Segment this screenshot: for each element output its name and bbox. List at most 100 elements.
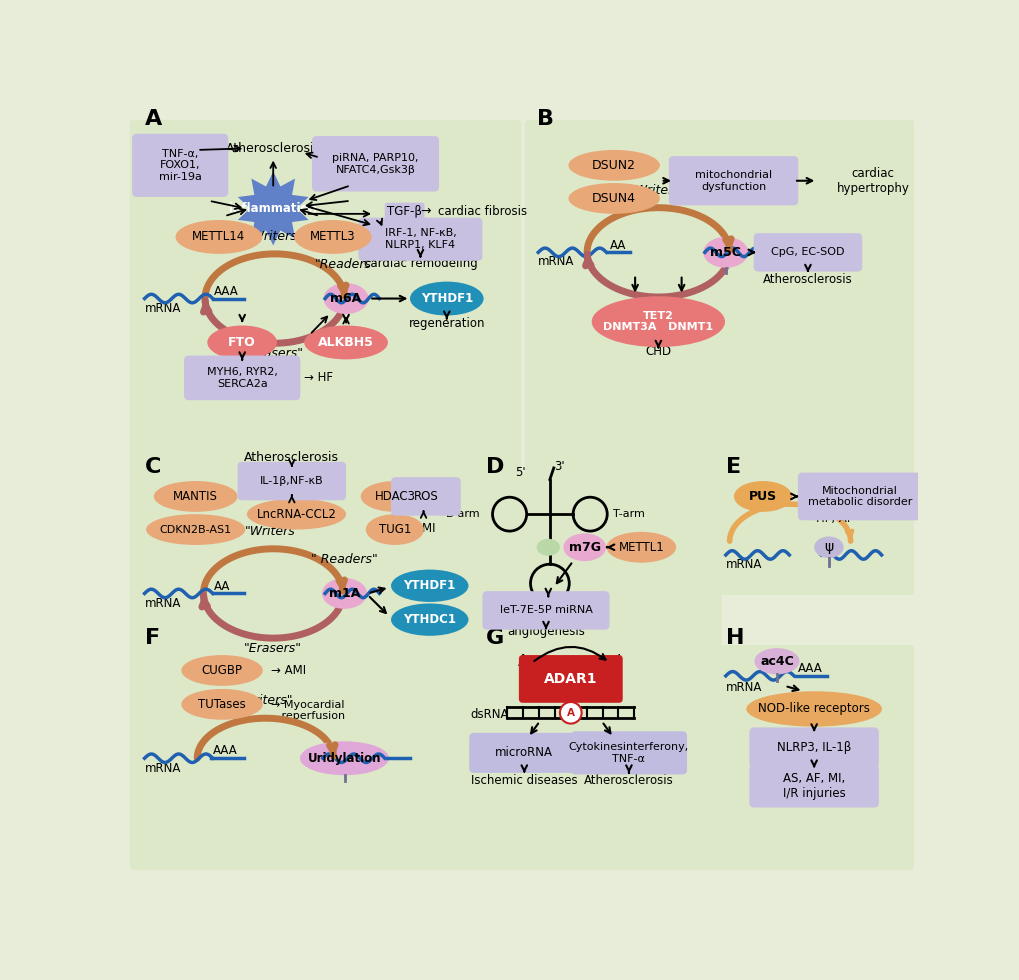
Text: "Readers": "Readers" <box>315 258 377 270</box>
FancyBboxPatch shape <box>668 156 798 206</box>
Ellipse shape <box>146 514 245 545</box>
Ellipse shape <box>154 481 237 512</box>
Text: MYH6, RYR2,
SERCA2a: MYH6, RYR2, SERCA2a <box>207 368 277 389</box>
Text: → Myocardial
   reperfusion: → Myocardial reperfusion <box>271 700 344 721</box>
Text: cardiac remodeling: cardiac remodeling <box>363 258 477 270</box>
Text: D: D <box>485 458 503 477</box>
Text: Atherosclerosis: Atherosclerosis <box>245 451 339 465</box>
Text: mRNA: mRNA <box>726 681 761 694</box>
Text: mitochondrial
dysfunction: mitochondrial dysfunction <box>694 170 771 191</box>
Text: METTL14: METTL14 <box>193 230 246 243</box>
FancyBboxPatch shape <box>749 764 878 808</box>
Polygon shape <box>237 172 309 245</box>
Text: Atherosclerosis: Atherosclerosis <box>762 273 852 286</box>
Ellipse shape <box>361 481 429 512</box>
Text: Atherosclerosis: Atherosclerosis <box>225 142 320 155</box>
Ellipse shape <box>703 237 748 268</box>
Text: C: C <box>145 458 161 477</box>
Text: YTHDC1: YTHDC1 <box>403 613 455 626</box>
Text: AAA: AAA <box>213 745 237 758</box>
Text: → HF: → HF <box>304 371 333 384</box>
Text: m5C: m5C <box>709 246 741 259</box>
Text: m6A: m6A <box>330 292 362 305</box>
FancyBboxPatch shape <box>474 473 721 664</box>
Text: mRNA: mRNA <box>145 597 180 610</box>
Ellipse shape <box>536 539 559 556</box>
Text: AMI: AMI <box>415 522 436 535</box>
Text: ALKBH5: ALKBH5 <box>318 336 374 349</box>
Text: "Erasers": "Erasers" <box>246 347 304 360</box>
Text: H: H <box>726 628 744 649</box>
Ellipse shape <box>568 183 659 214</box>
Text: TNF-α,
FOXO1,
mir-19a: TNF-α, FOXO1, mir-19a <box>159 149 202 182</box>
Text: "Erasers": "Erasers" <box>244 642 302 655</box>
Text: cardiac
hypertrophy: cardiac hypertrophy <box>836 167 909 195</box>
Ellipse shape <box>734 481 792 512</box>
Text: ψ: ψ <box>823 540 833 555</box>
Text: Cytokinesinterferony,
TNF-α: Cytokinesinterferony, TNF-α <box>569 742 689 763</box>
Text: inflammation: inflammation <box>229 202 317 215</box>
FancyBboxPatch shape <box>797 472 921 520</box>
Text: FTO: FTO <box>228 336 256 349</box>
Ellipse shape <box>300 741 388 775</box>
Text: ROS: ROS <box>413 490 438 503</box>
Text: mRNA: mRNA <box>726 558 761 571</box>
Text: TUG1: TUG1 <box>378 523 411 536</box>
Text: Ischemic diseases: Ischemic diseases <box>471 773 577 787</box>
Text: CHD: CHD <box>645 345 671 358</box>
FancyBboxPatch shape <box>390 477 461 515</box>
Ellipse shape <box>410 281 483 316</box>
Text: dsRNA: dsRNA <box>470 708 508 721</box>
Text: mRNA: mRNA <box>145 302 180 315</box>
Ellipse shape <box>181 655 263 686</box>
Ellipse shape <box>207 325 277 360</box>
Text: ac4C: ac4C <box>759 655 793 667</box>
FancyBboxPatch shape <box>469 733 579 773</box>
Text: " Readers": " Readers" <box>311 553 377 565</box>
Text: DSUN4: DSUN4 <box>592 192 636 205</box>
Text: → AMI: → AMI <box>271 664 306 677</box>
Text: G: G <box>485 628 503 649</box>
Text: B: B <box>536 110 553 129</box>
Ellipse shape <box>606 532 676 563</box>
Text: YTHDF1: YTHDF1 <box>404 579 455 592</box>
FancyBboxPatch shape <box>129 645 521 870</box>
FancyBboxPatch shape <box>749 727 878 767</box>
Text: ADAR1: ADAR1 <box>543 672 597 686</box>
Ellipse shape <box>390 604 468 636</box>
Ellipse shape <box>366 514 424 545</box>
Text: METTL3: METTL3 <box>310 230 356 243</box>
Ellipse shape <box>562 533 605 562</box>
Text: IL-1β,NF-κB: IL-1β,NF-κB <box>260 476 323 486</box>
Text: NOD-like receptors: NOD-like receptors <box>757 703 869 715</box>
Text: "Erasers": "Erasers" <box>629 301 687 314</box>
Text: HF, AF: HF, AF <box>815 512 852 525</box>
Text: microRNA: microRNA <box>495 747 552 760</box>
Text: AA: AA <box>609 238 626 252</box>
Ellipse shape <box>304 325 387 360</box>
Text: "Writers": "Writers" <box>237 695 293 708</box>
Text: Atherosclerosis: Atherosclerosis <box>584 773 674 787</box>
Text: YTHDF1: YTHDF1 <box>420 292 473 305</box>
Text: I: I <box>616 654 621 668</box>
Text: NLRP3, IL-1β: NLRP3, IL-1β <box>776 741 851 754</box>
Text: m7G: m7G <box>569 541 600 554</box>
Text: mRNA: mRNA <box>145 762 180 775</box>
Text: TGF-β: TGF-β <box>387 205 422 218</box>
Ellipse shape <box>247 499 345 529</box>
Text: CUGBP: CUGBP <box>202 664 243 677</box>
Text: CpG, EC-SOD: CpG, EC-SOD <box>770 247 844 258</box>
Ellipse shape <box>390 569 468 602</box>
FancyBboxPatch shape <box>183 356 300 400</box>
Text: F: F <box>145 628 160 649</box>
FancyBboxPatch shape <box>571 731 687 774</box>
FancyBboxPatch shape <box>132 134 228 197</box>
Text: AAA: AAA <box>797 662 821 675</box>
Circle shape <box>559 702 581 723</box>
Text: IRF-1, NF-κB,
NLRP1, KLF4: IRF-1, NF-κB, NLRP1, KLF4 <box>384 228 455 250</box>
Text: angiogenesis: angiogenesis <box>506 625 584 638</box>
FancyBboxPatch shape <box>237 462 345 500</box>
Text: m1A: m1A <box>328 587 360 600</box>
FancyBboxPatch shape <box>129 120 521 475</box>
FancyBboxPatch shape <box>312 136 438 191</box>
